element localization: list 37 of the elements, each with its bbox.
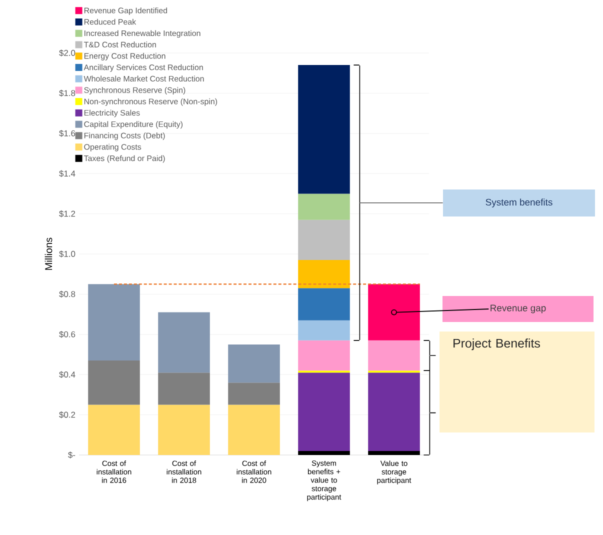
bar <box>88 360 140 405</box>
bar <box>368 372 420 451</box>
bar <box>228 404 280 455</box>
y-tick-label: $1.4 <box>59 170 76 178</box>
text: Project Benefits <box>454 338 540 350</box>
bar <box>228 382 280 405</box>
bar <box>298 260 350 288</box>
bar <box>368 340 420 371</box>
bar <box>298 220 350 260</box>
bar <box>298 65 350 194</box>
text: System benefits <box>486 198 552 208</box>
bar <box>298 288 350 320</box>
bar <box>228 344 280 383</box>
y-tick-label: $1.8 <box>59 90 76 97</box>
bar <box>158 312 210 373</box>
bar <box>158 404 210 455</box>
bar <box>298 450 350 455</box>
y-tick-label: $1.0 <box>59 250 76 258</box>
bar <box>88 284 140 361</box>
y-tick-label: $0.4 <box>59 371 76 378</box>
bar <box>368 284 420 340</box>
y-tick-label: $2.0 <box>59 50 76 56</box>
bar <box>158 372 210 405</box>
y-axis-title: Millions <box>44 238 52 270</box>
bar <box>88 404 140 455</box>
bar <box>298 372 350 451</box>
annotation: Revenue gap <box>490 304 546 314</box>
bar <box>298 340 350 371</box>
bar <box>368 450 420 455</box>
y-tick-label: $- <box>68 452 76 458</box>
y-tick-label: $0.8 <box>59 290 76 298</box>
bar <box>298 194 350 220</box>
y-tick-label: $0.6 <box>59 330 76 338</box>
y-tick-label: $1.6 <box>59 130 76 137</box>
y-tick-label: $0.2 <box>59 411 76 418</box>
bar <box>298 320 350 340</box>
y-tick-label: $1.2 <box>59 210 76 218</box>
